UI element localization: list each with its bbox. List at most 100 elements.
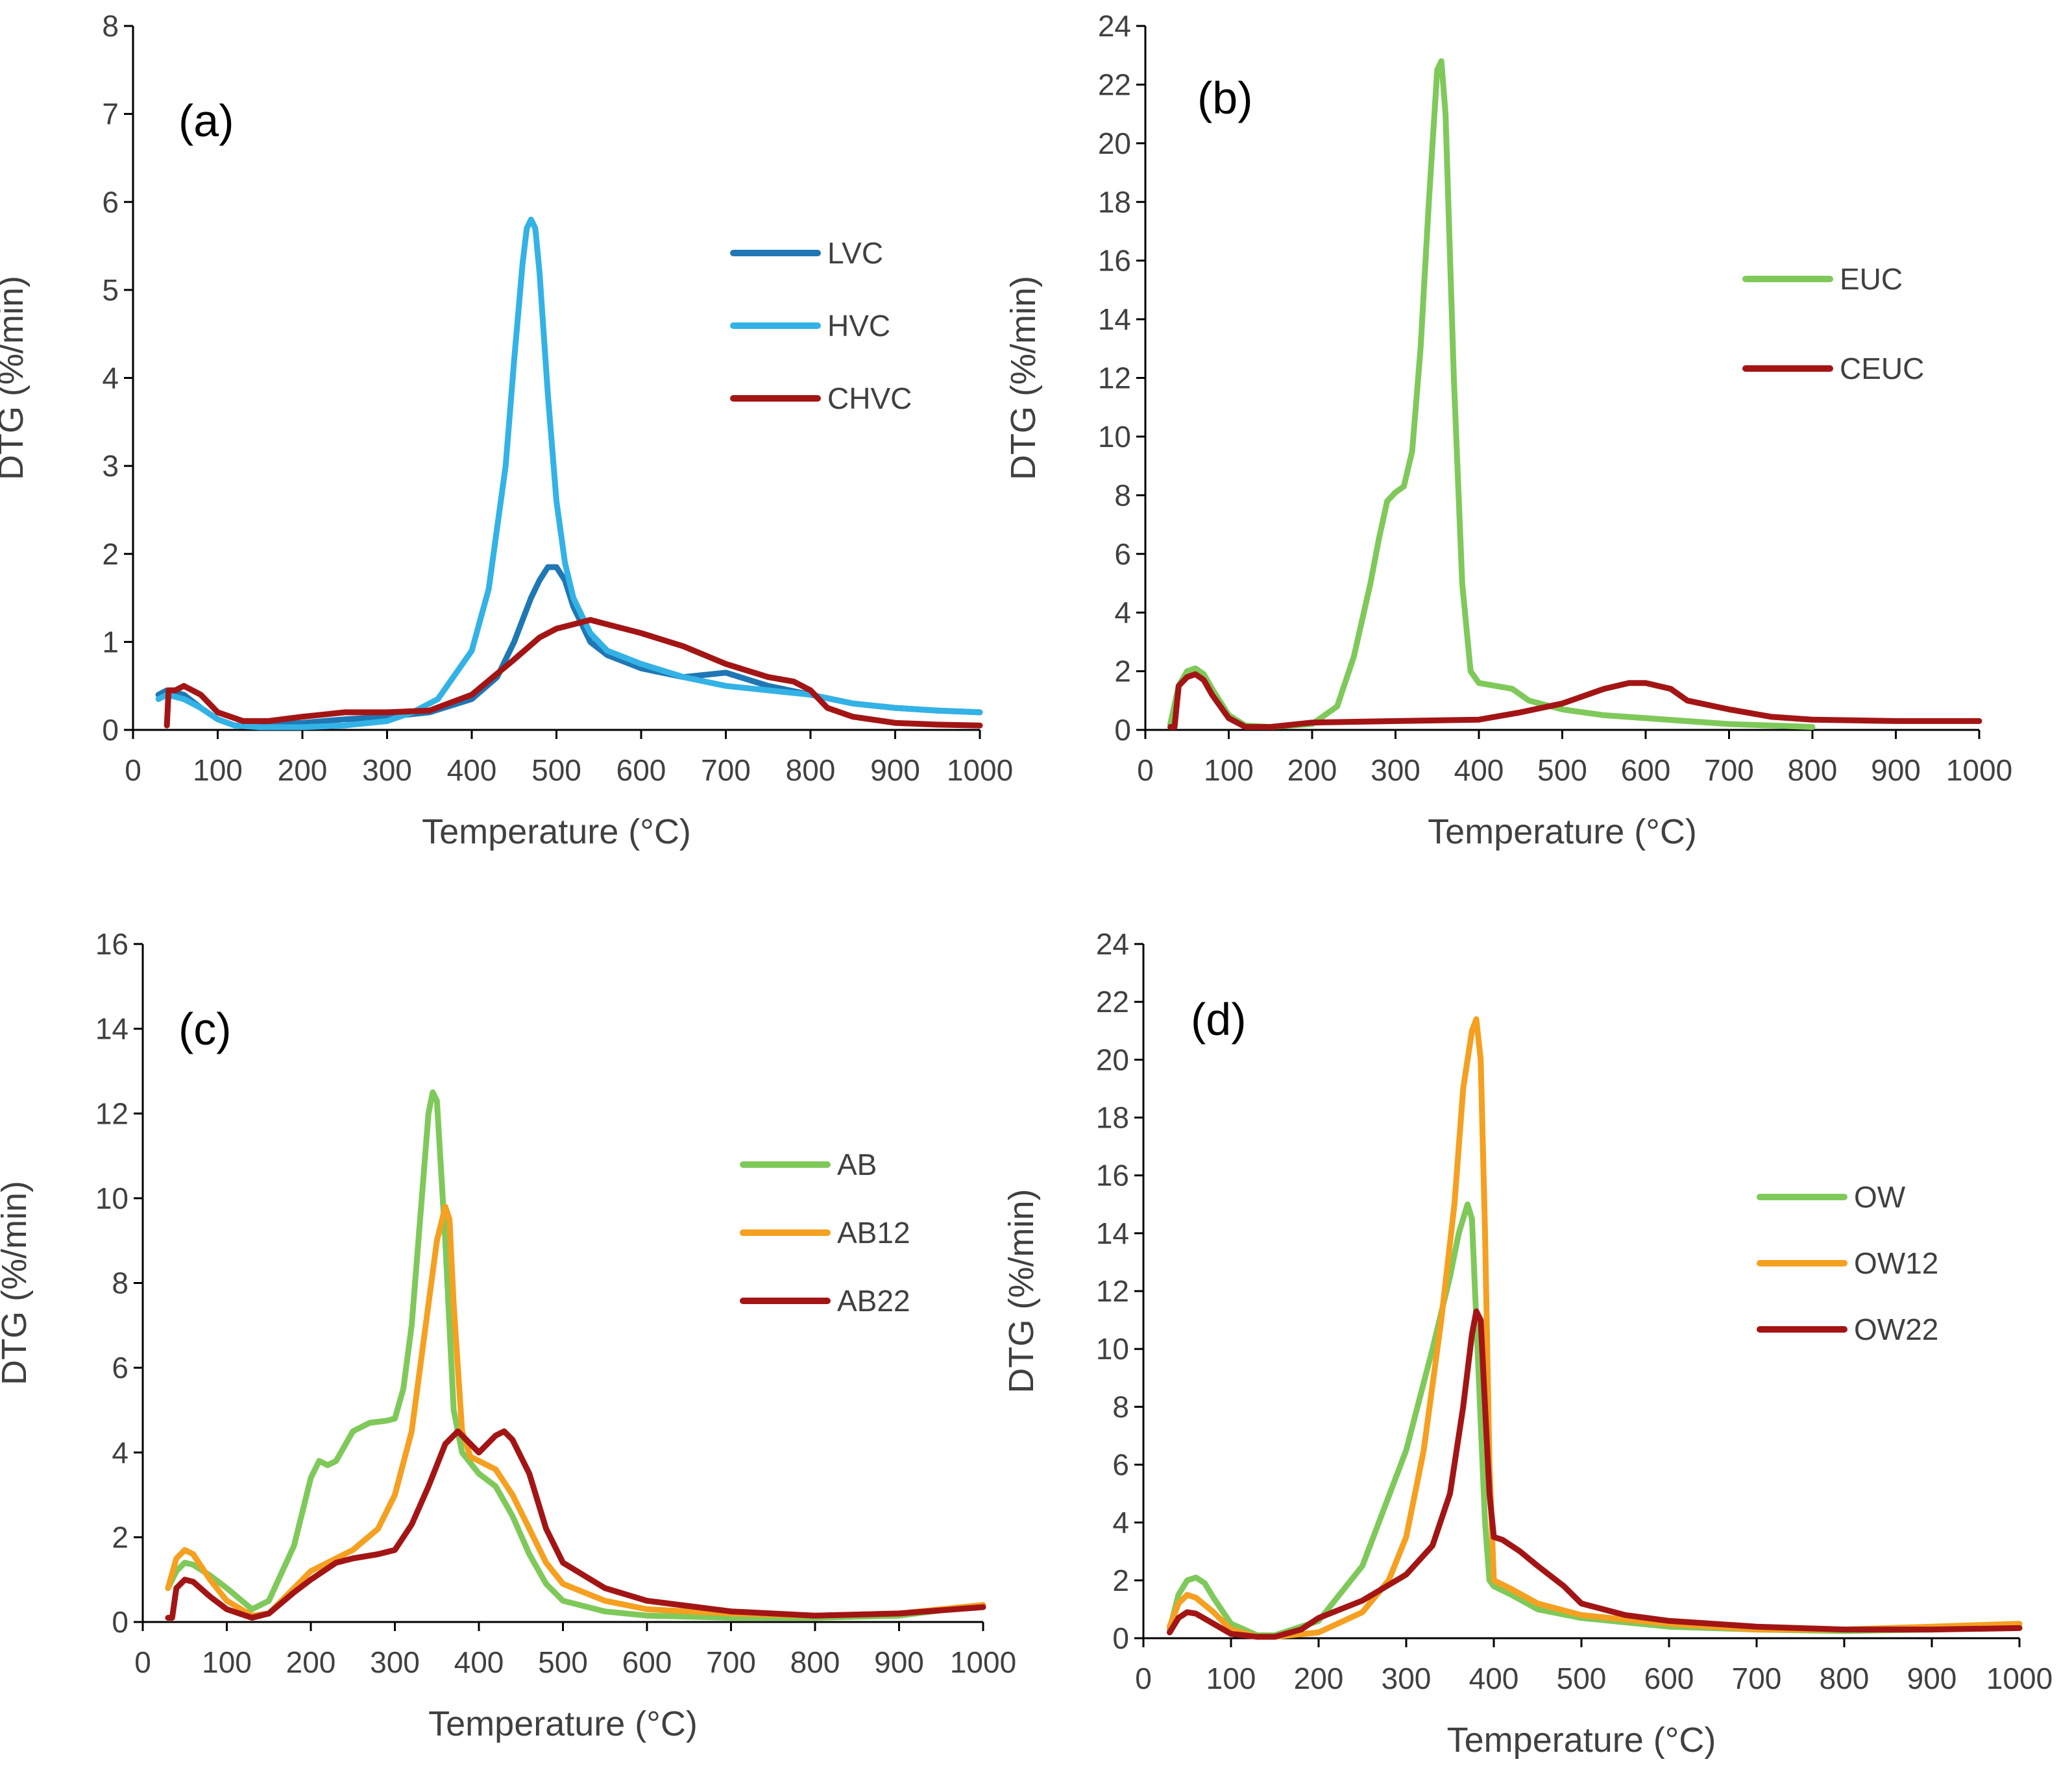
x-tick-label: 600	[622, 1645, 672, 1679]
y-tick-label: 4	[1114, 596, 1131, 629]
series-line-ab	[165, 1089, 986, 1621]
series-line-ab12	[165, 1204, 986, 1619]
y-tick-label: 12	[1098, 361, 1131, 395]
y-tick-label: 6	[1112, 1448, 1129, 1482]
chart-panel-c: 0 2 4 6 8 10 12 14 16 0 100 200 300 400 500 600 700 800 90…	[0, 927, 1016, 1743]
y-tick-label: 16	[1096, 1159, 1129, 1192]
y-tick-label: 18	[1096, 1101, 1129, 1135]
y-axis-title: DTG (%/min)	[0, 276, 30, 480]
x-axis-title: Temperature (°C)	[422, 812, 691, 851]
legend-label-ceuc: CEUC	[1840, 352, 1924, 385]
x-tick-label: 400	[1469, 1662, 1519, 1695]
y-axis-title: DTG (%/min)	[0, 1181, 34, 1385]
y-tick-label: 12	[95, 1096, 128, 1130]
x-tick-label: 100	[193, 753, 243, 787]
y-axis-title: DTG (%/min)	[1002, 1189, 1041, 1394]
x-tick-label: 400	[1454, 753, 1504, 787]
panel-label: (a)	[178, 95, 234, 146]
x-tick-label: 500	[1537, 753, 1587, 787]
y-tick-label: 10	[95, 1181, 128, 1215]
y-tick-label: 2	[102, 537, 119, 571]
y-tick-label: 12	[1096, 1274, 1129, 1308]
y-tick-label: 8	[1114, 478, 1131, 512]
series-lines	[155, 216, 983, 731]
series-lines	[165, 1089, 986, 1621]
x-tick-label: 0	[1137, 753, 1154, 787]
y-tick-label: 14	[1096, 1216, 1129, 1250]
x-tick-label: 200	[1287, 753, 1337, 787]
legend: LVC HVC CHVC	[730, 236, 912, 415]
x-tick-label: 400	[454, 1645, 504, 1679]
y-tick-label: 6	[102, 185, 119, 219]
x-tick-label: 0	[1135, 1662, 1152, 1695]
y-tick-label: 1	[102, 625, 119, 659]
y-tick-label: 20	[1096, 1043, 1129, 1076]
legend-label-ow22: OW22	[1854, 1313, 1938, 1346]
x-tick-label: 300	[1371, 753, 1420, 787]
y-tick-label: 16	[95, 927, 128, 961]
x-tick-label: 900	[1907, 1662, 1957, 1695]
series-lines	[1167, 1016, 2023, 1640]
legend-label-ab: AB	[837, 1148, 877, 1181]
y-tick-label: 8	[112, 1266, 128, 1300]
panel-label: (b)	[1197, 73, 1253, 123]
y-tick-label: 0	[1114, 713, 1131, 747]
x-tick-label: 400	[447, 753, 497, 787]
y-tick-label: 14	[95, 1012, 128, 1046]
x-tick-label: 600	[616, 753, 666, 787]
x-tick-label: 100	[202, 1645, 252, 1679]
y-tick-label: 2	[1114, 655, 1131, 688]
y-tick-label: 14	[1098, 302, 1131, 336]
x-tick-label: 900	[1871, 753, 1921, 787]
y-tick-label: 7	[102, 97, 119, 131]
y-tick-label: 6	[1114, 537, 1131, 571]
legend-label-ab22: AB22	[837, 1284, 910, 1318]
x-tick-label: 600	[1621, 753, 1671, 787]
y-tick-label: 10	[1098, 420, 1131, 454]
series-line-hvc	[155, 216, 983, 731]
y-tick-label: 0	[1112, 1621, 1129, 1655]
series-line-ow12	[1167, 1016, 2023, 1640]
x-tick-label: 700	[701, 753, 751, 787]
y-tick-label: 16	[1098, 244, 1131, 278]
legend-label-ow: OW	[1854, 1180, 1906, 1214]
x-tick-label: 800	[1820, 1662, 1870, 1695]
axes: 0 1 2 3 4 5 6 7 8 0 100 200 300 400 500 600 700 800 900 100…	[102, 9, 1013, 787]
y-tick-label: 8	[1112, 1390, 1129, 1423]
legend-label-euc: EUC	[1840, 262, 1903, 296]
legend-label-hvc: HVC	[827, 309, 890, 343]
series-line-ceuc	[1167, 671, 1982, 730]
axes: 0 2 4 6 8 10 12 14 16 0 100 200 300 400 500 600 700 800 90…	[95, 927, 1016, 1679]
y-tick-label: 10	[1096, 1332, 1129, 1366]
y-tick-label: 0	[102, 713, 119, 747]
y-tick-label: 18	[1098, 185, 1131, 219]
x-tick-label: 500	[1557, 1662, 1607, 1695]
x-tick-label: 900	[870, 753, 920, 787]
y-tick-label: 8	[102, 9, 119, 43]
x-tick-label: 0	[134, 1645, 151, 1679]
legend: AB AB12 AB22	[740, 1148, 910, 1318]
y-tick-label: 24	[1098, 9, 1131, 43]
x-tick-label: 600	[1644, 1662, 1694, 1695]
y-tick-label: 6	[112, 1351, 128, 1385]
panel-label: (c)	[178, 1004, 232, 1054]
y-tick-label: 2	[112, 1520, 128, 1554]
series-lines	[1167, 58, 1982, 730]
y-tick-label: 3	[102, 449, 119, 483]
series-line-ab22	[165, 1428, 986, 1621]
y-tick-label: 4	[112, 1436, 128, 1470]
x-tick-label: 800	[790, 1645, 840, 1679]
x-tick-label: 200	[1294, 1662, 1344, 1695]
y-tick-label: 24	[1096, 927, 1129, 961]
legend-label-ab12: AB12	[837, 1216, 910, 1250]
x-tick-label: 1000	[1986, 1662, 2053, 1695]
y-tick-label: 5	[102, 273, 119, 307]
x-axis-title: Temperature (°C)	[1447, 1721, 1716, 1760]
legend: EUC CEUC	[1742, 262, 1924, 385]
x-tick-label: 300	[370, 1645, 420, 1679]
legend-label-ow12: OW12	[1854, 1246, 1938, 1280]
